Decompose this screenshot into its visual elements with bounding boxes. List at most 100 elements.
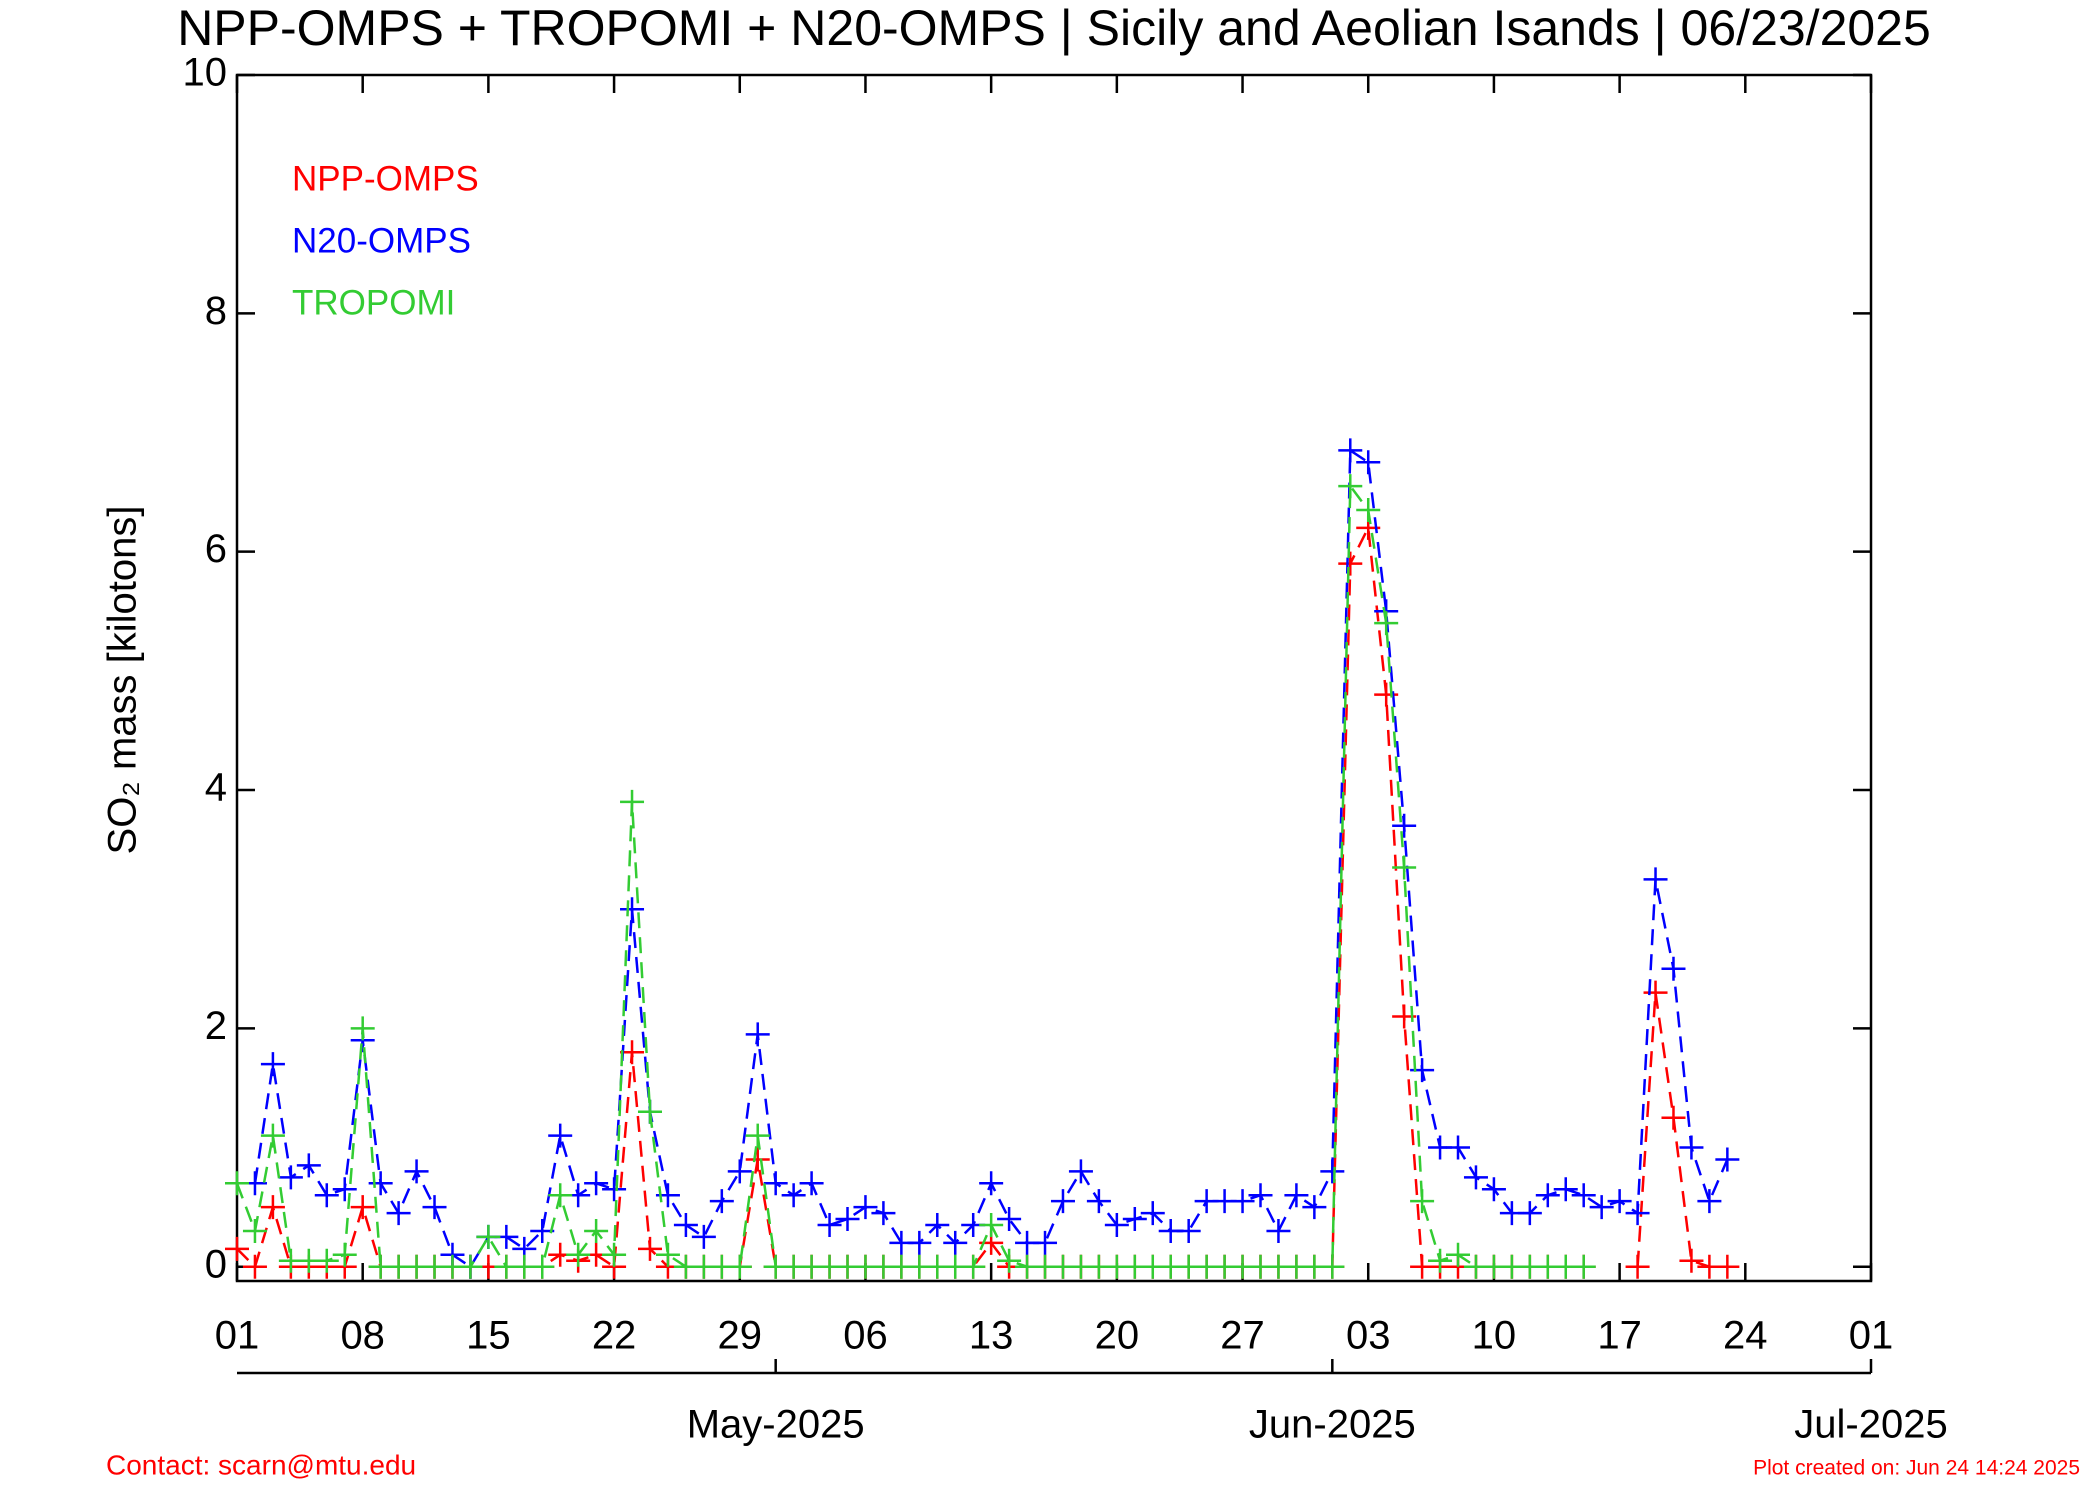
point-marker bbox=[260, 1195, 285, 1220]
point-marker bbox=[602, 1242, 627, 1267]
point-marker bbox=[1481, 1177, 1506, 1202]
chart-title: NPP-OMPS + TROPOMI + N20-OMPS | Sicily a… bbox=[177, 0, 1931, 56]
point-marker bbox=[1679, 1248, 1704, 1273]
point-marker bbox=[763, 1171, 788, 1196]
point-marker bbox=[1661, 1105, 1686, 1130]
month-tick-label: May-2025 bbox=[687, 1403, 865, 1447]
point-marker bbox=[260, 1052, 285, 1077]
point-marker bbox=[925, 1212, 950, 1237]
point-marker bbox=[1446, 1242, 1471, 1267]
point-marker bbox=[602, 1177, 627, 1202]
point-marker bbox=[1338, 438, 1363, 463]
point-marker bbox=[1589, 1195, 1614, 1220]
point-marker bbox=[368, 1171, 393, 1196]
point-marker bbox=[1446, 1135, 1471, 1160]
x-tick-label: 01 bbox=[1849, 1314, 1894, 1358]
point-marker bbox=[1643, 980, 1668, 1005]
point-marker bbox=[1356, 450, 1381, 475]
y-tick-label: 8 bbox=[205, 289, 227, 333]
legend-entry: N20-OMPS bbox=[292, 221, 471, 260]
plot-frame bbox=[235, 73, 1873, 1283]
point-marker bbox=[979, 1171, 1004, 1196]
y-tick-label: 6 bbox=[205, 527, 227, 571]
y-tick-label: 2 bbox=[205, 1004, 227, 1048]
point-marker bbox=[548, 1123, 573, 1148]
point-marker bbox=[637, 1099, 662, 1124]
point-marker bbox=[566, 1242, 591, 1267]
month-tick-label: Jun-2025 bbox=[1249, 1403, 1416, 1447]
point-marker bbox=[1338, 474, 1363, 499]
point-marker bbox=[691, 1224, 716, 1249]
point-marker bbox=[745, 1123, 770, 1148]
series-line bbox=[253, 448, 1729, 1269]
point-marker bbox=[1033, 1230, 1058, 1255]
point-marker bbox=[1068, 1159, 1093, 1184]
point-marker bbox=[1392, 813, 1417, 838]
point-marker bbox=[1715, 1147, 1740, 1172]
point-marker bbox=[943, 1230, 968, 1255]
x-tick-label: 15 bbox=[466, 1314, 511, 1358]
legend-entry: TROPOMI bbox=[292, 283, 455, 322]
point-marker bbox=[835, 1207, 860, 1232]
point-marker bbox=[1320, 1254, 1345, 1279]
point-marker bbox=[1625, 1201, 1650, 1226]
point-marker bbox=[386, 1201, 411, 1226]
point-marker bbox=[1661, 956, 1686, 981]
point-marker bbox=[817, 1212, 842, 1237]
point-marker bbox=[422, 1195, 447, 1220]
x-tick-label: 10 bbox=[1472, 1314, 1517, 1358]
point-marker bbox=[332, 1242, 357, 1267]
x-tick-label: 06 bbox=[843, 1314, 888, 1358]
point-marker bbox=[1625, 1254, 1650, 1279]
point-marker bbox=[997, 1207, 1022, 1232]
point-marker bbox=[1410, 1189, 1435, 1214]
point-marker bbox=[242, 1218, 267, 1243]
point-marker bbox=[907, 1230, 932, 1255]
point-marker bbox=[296, 1153, 321, 1178]
point-marker bbox=[1715, 1254, 1740, 1279]
point-marker bbox=[1248, 1183, 1273, 1208]
point-marker bbox=[1679, 1135, 1704, 1160]
point-marker bbox=[1571, 1183, 1596, 1208]
point-marker bbox=[979, 1212, 1004, 1237]
month-tick-label: Jul-2025 bbox=[1794, 1403, 1947, 1447]
point-marker bbox=[332, 1177, 357, 1202]
point-marker bbox=[620, 789, 645, 814]
point-marker bbox=[1140, 1201, 1165, 1226]
point-marker bbox=[242, 1254, 267, 1279]
point-marker bbox=[1392, 855, 1417, 880]
point-marker bbox=[350, 1016, 375, 1041]
x-tick-label: 24 bbox=[1723, 1314, 1768, 1358]
point-marker bbox=[620, 897, 645, 922]
point-marker bbox=[225, 1236, 249, 1261]
contact: Contact: scarn@mtu.edu bbox=[106, 1449, 416, 1480]
legend-entry: NPP-OMPS bbox=[292, 159, 479, 198]
point-marker bbox=[961, 1254, 986, 1279]
point-marker bbox=[727, 1159, 752, 1184]
point-marker bbox=[871, 1201, 896, 1226]
point-marker bbox=[530, 1254, 555, 1279]
point-marker bbox=[1086, 1189, 1111, 1214]
point-marker bbox=[1517, 1201, 1542, 1226]
x-tick-label: 29 bbox=[718, 1314, 763, 1358]
x-tick-label: 17 bbox=[1597, 1314, 1642, 1358]
point-marker bbox=[1302, 1195, 1327, 1220]
point-marker bbox=[799, 1171, 824, 1196]
point-marker bbox=[1356, 497, 1381, 522]
point-marker bbox=[1338, 551, 1363, 576]
point-marker bbox=[637, 1236, 662, 1261]
point-marker bbox=[350, 1195, 375, 1220]
point-marker bbox=[1284, 1183, 1309, 1208]
point-marker bbox=[1122, 1207, 1147, 1232]
point-marker bbox=[314, 1248, 339, 1273]
x-tick-label: 08 bbox=[340, 1314, 385, 1358]
footnote: Plot created on: Jun 24 14:24 2025 bbox=[1753, 1457, 2080, 1480]
point-marker bbox=[476, 1224, 501, 1249]
point-marker bbox=[314, 1183, 339, 1208]
point-marker bbox=[404, 1159, 429, 1184]
point-marker bbox=[1697, 1189, 1722, 1214]
point-marker bbox=[1571, 1254, 1596, 1279]
series-line bbox=[236, 523, 1728, 1270]
point-marker bbox=[1643, 867, 1668, 892]
